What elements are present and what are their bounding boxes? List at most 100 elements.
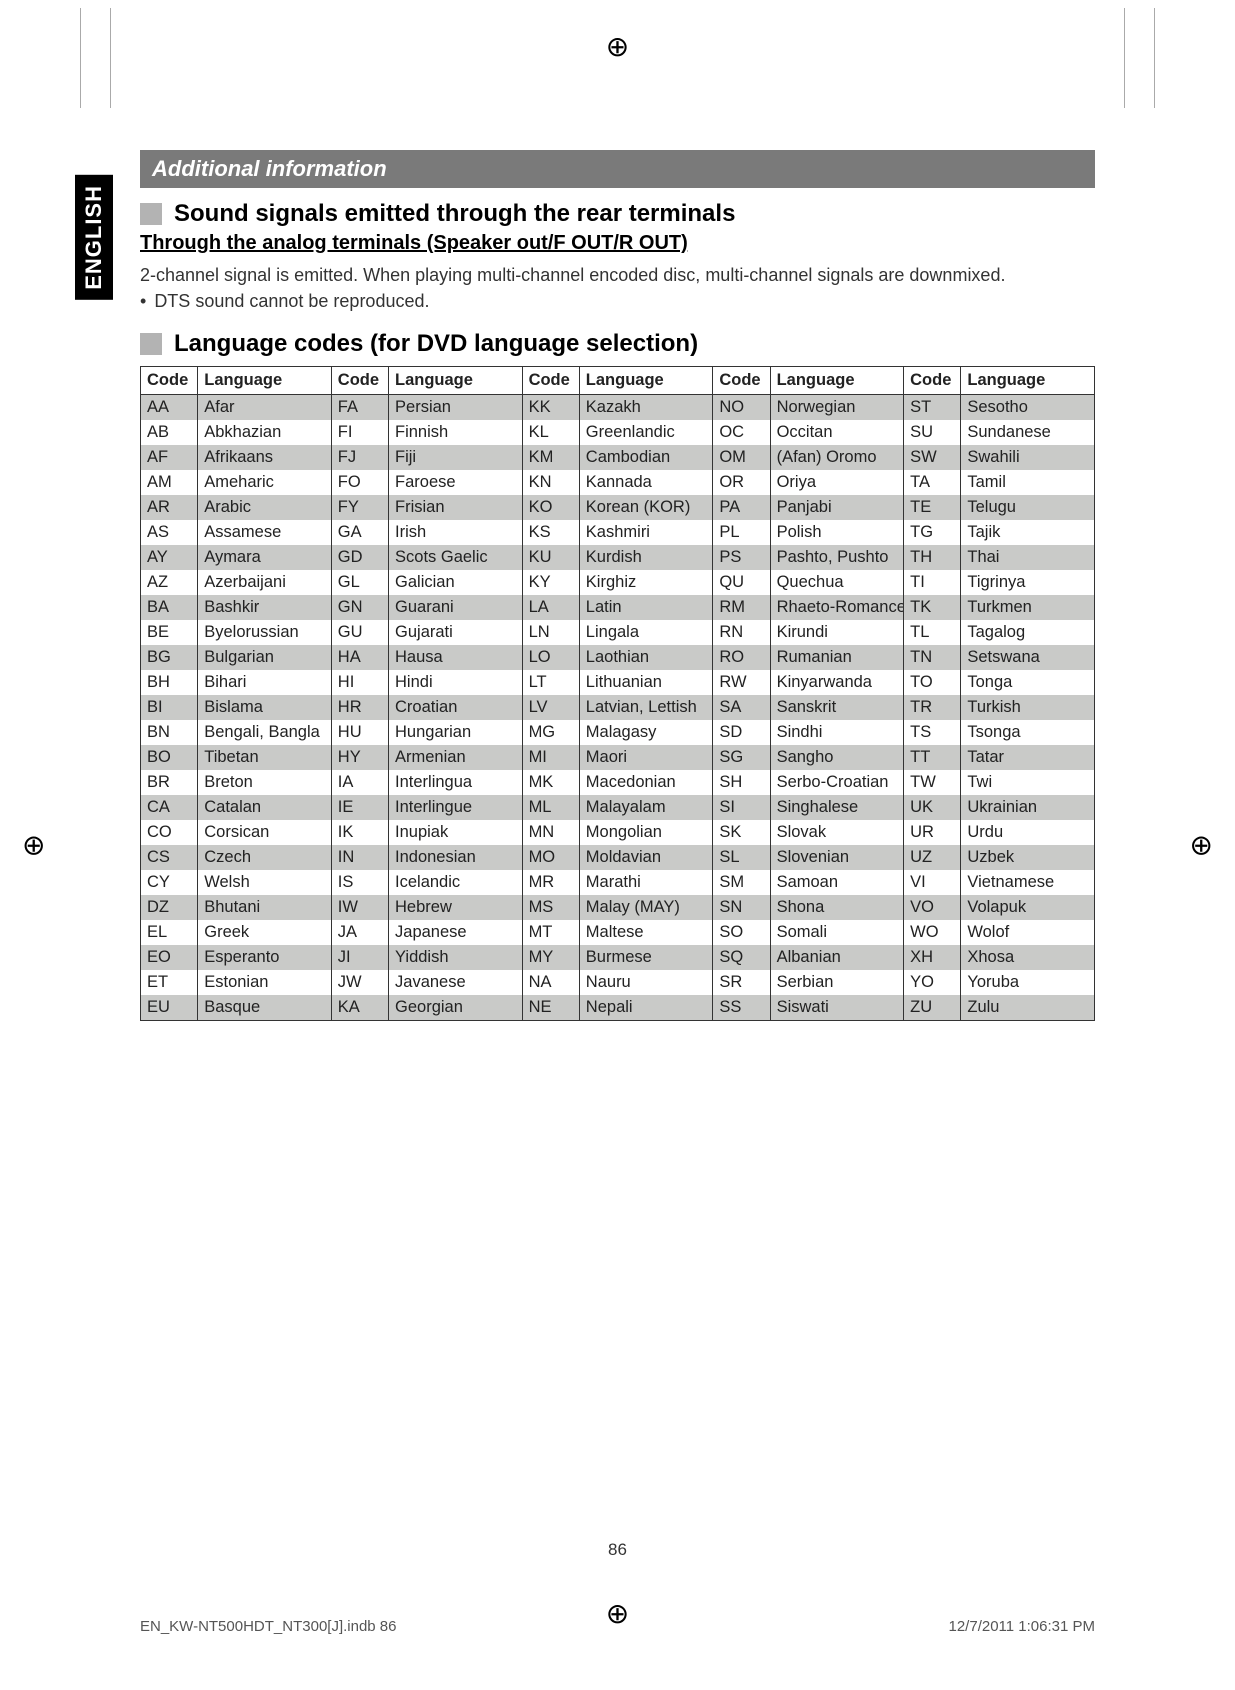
table-cell: Moldavian xyxy=(579,845,713,870)
table-row: ETEstonianJWJavaneseNANauruSRSerbianYOYo… xyxy=(141,970,1095,995)
table-cell: Pashto, Pushto xyxy=(770,545,904,570)
crop-mark xyxy=(80,8,81,108)
table-cell: AF xyxy=(141,445,198,470)
table-cell: Kurdish xyxy=(579,545,713,570)
table-cell: Bislama xyxy=(198,695,332,720)
table-cell: Rumanian xyxy=(770,645,904,670)
table-cell: Setswana xyxy=(961,645,1095,670)
table-row: DZBhutaniIWHebrewMSMalay (MAY)SNShonaVOV… xyxy=(141,895,1095,920)
table-cell: IW xyxy=(331,895,388,920)
table-cell: LV xyxy=(522,695,579,720)
table-cell: SM xyxy=(713,870,770,895)
table-cell: Uzbek xyxy=(961,845,1095,870)
footer-timestamp: 12/7/2011 1:06:31 PM xyxy=(949,1618,1096,1635)
table-cell: XH xyxy=(904,945,961,970)
table-cell: Aymara xyxy=(198,545,332,570)
table-header: Code xyxy=(331,367,388,395)
table-cell: IA xyxy=(331,770,388,795)
table-row: AYAymaraGDScots GaelicKUKurdishPSPashto,… xyxy=(141,545,1095,570)
table-cell: Ameharic xyxy=(198,470,332,495)
table-row: EOEsperantoJIYiddishMYBurmeseSQAlbanianX… xyxy=(141,945,1095,970)
table-cell: Tatar xyxy=(961,745,1095,770)
table-cell: KY xyxy=(522,570,579,595)
table-cell: MT xyxy=(522,920,579,945)
table-cell: HR xyxy=(331,695,388,720)
table-cell: Swahili xyxy=(961,445,1095,470)
table-cell: Malayalam xyxy=(579,795,713,820)
table-cell: ZU xyxy=(904,995,961,1021)
table-cell: KL xyxy=(522,420,579,445)
table-cell: Tonga xyxy=(961,670,1095,695)
table-cell: Singhalese xyxy=(770,795,904,820)
table-cell: Armenian xyxy=(389,745,523,770)
table-cell: Afar xyxy=(198,395,332,421)
table-cell: Arabic xyxy=(198,495,332,520)
table-cell: FJ xyxy=(331,445,388,470)
table-row: BGBulgarianHAHausaLOLaothianRORumanianTN… xyxy=(141,645,1095,670)
table-cell: MG xyxy=(522,720,579,745)
table-cell: Somali xyxy=(770,920,904,945)
table-cell: Urdu xyxy=(961,820,1095,845)
bullet-text: DTS sound cannot be reproduced. xyxy=(154,291,429,312)
table-cell: Afrikaans xyxy=(198,445,332,470)
table-cell: Abkhazian xyxy=(198,420,332,445)
table-cell: RM xyxy=(713,595,770,620)
section-heading: Sound signals emitted through the rear t… xyxy=(174,200,735,228)
table-cell: SL xyxy=(713,845,770,870)
table-cell: Hebrew xyxy=(389,895,523,920)
table-cell: Kinyarwanda xyxy=(770,670,904,695)
table-row: BEByelorussianGUGujaratiLNLingalaRNKirun… xyxy=(141,620,1095,645)
table-cell: Sindhi xyxy=(770,720,904,745)
section-subheading: Through the analog terminals (Speaker ou… xyxy=(140,232,1095,255)
table-cell: SN xyxy=(713,895,770,920)
table-cell: Sundanese xyxy=(961,420,1095,445)
table-cell: SO xyxy=(713,920,770,945)
table-cell: Norwegian xyxy=(770,395,904,421)
table-cell: Bulgarian xyxy=(198,645,332,670)
table-cell: Javanese xyxy=(389,970,523,995)
table-cell: Breton xyxy=(198,770,332,795)
table-cell: QU xyxy=(713,570,770,595)
table-cell: Slovak xyxy=(770,820,904,845)
registration-mark-icon: ⊕ xyxy=(1190,829,1213,862)
table-cell: VI xyxy=(904,870,961,895)
table-cell: Tigrinya xyxy=(961,570,1095,595)
table-cell: SH xyxy=(713,770,770,795)
table-cell: GN xyxy=(331,595,388,620)
table-cell: Macedonian xyxy=(579,770,713,795)
table-row: CACatalanIEInterlingueMLMalayalamSISingh… xyxy=(141,795,1095,820)
table-row: BABashkirGNGuaraniLALatinRMRhaeto-Romanc… xyxy=(141,595,1095,620)
table-cell: KN xyxy=(522,470,579,495)
table-cell: Mongolian xyxy=(579,820,713,845)
table-cell: Tamil xyxy=(961,470,1095,495)
table-cell: SI xyxy=(713,795,770,820)
table-cell: YO xyxy=(904,970,961,995)
table-cell: SU xyxy=(904,420,961,445)
table-cell: TA xyxy=(904,470,961,495)
table-cell: BI xyxy=(141,695,198,720)
table-cell: Laothian xyxy=(579,645,713,670)
table-cell: JI xyxy=(331,945,388,970)
registration-mark-icon: ⊕ xyxy=(22,829,45,862)
table-row: CYWelshISIcelandicMRMarathiSMSamoanVIVie… xyxy=(141,870,1095,895)
table-row: ASAssameseGAIrishKSKashmiriPLPolishTGTaj… xyxy=(141,520,1095,545)
table-cell: MO xyxy=(522,845,579,870)
table-cell: LN xyxy=(522,620,579,645)
table-cell: MK xyxy=(522,770,579,795)
table-cell: BG xyxy=(141,645,198,670)
table-row: AAAfarFAPersianKKKazakhNONorwegianSTSeso… xyxy=(141,395,1095,421)
table-cell: IN xyxy=(331,845,388,870)
table-cell: Serbo-Croatian xyxy=(770,770,904,795)
table-cell: Bashkir xyxy=(198,595,332,620)
footer-filename: EN_KW-NT500HDT_NT300[J].indb 86 xyxy=(140,1618,397,1635)
table-cell: Shona xyxy=(770,895,904,920)
language-codes-table: CodeLanguageCodeLanguageCodeLanguageCode… xyxy=(140,366,1095,1021)
table-cell: Faroese xyxy=(389,470,523,495)
table-header: Language xyxy=(961,367,1095,395)
table-cell: Tibetan xyxy=(198,745,332,770)
table-cell: Catalan xyxy=(198,795,332,820)
table-header: Language xyxy=(198,367,332,395)
table-cell: AB xyxy=(141,420,198,445)
table-cell: TI xyxy=(904,570,961,595)
table-cell: Malay (MAY) xyxy=(579,895,713,920)
